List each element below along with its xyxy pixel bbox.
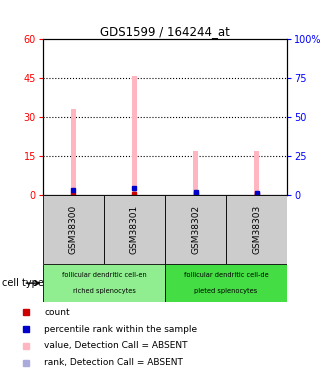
Text: percentile rank within the sample: percentile rank within the sample: [44, 324, 197, 334]
Text: value, Detection Call = ABSENT: value, Detection Call = ABSENT: [44, 341, 188, 350]
Text: GSM38302: GSM38302: [191, 205, 200, 254]
Text: rank, Detection Call = ABSENT: rank, Detection Call = ABSENT: [44, 358, 183, 368]
Text: GSM38300: GSM38300: [69, 205, 78, 254]
Bar: [72, 190, 75, 195]
Text: pleted splenocytes: pleted splenocytes: [194, 288, 258, 294]
Bar: [165, 195, 226, 264]
Bar: [43, 264, 165, 302]
Bar: [254, 151, 259, 195]
Bar: [165, 264, 287, 302]
Text: GSM38303: GSM38303: [252, 205, 261, 254]
Bar: [43, 195, 104, 264]
Bar: [194, 192, 197, 195]
Text: count: count: [44, 308, 70, 316]
Text: riched splenocytes: riched splenocytes: [73, 288, 135, 294]
Bar: [255, 192, 258, 195]
Bar: [193, 151, 198, 195]
Bar: [71, 110, 76, 195]
Text: cell type: cell type: [2, 278, 44, 288]
Text: follicular dendritic cell-en: follicular dendritic cell-en: [62, 272, 146, 278]
Text: GSM38301: GSM38301: [130, 205, 139, 254]
Bar: [226, 195, 287, 264]
Bar: [133, 187, 136, 195]
Bar: [104, 195, 165, 264]
Title: GDS1599 / 164244_at: GDS1599 / 164244_at: [100, 25, 230, 38]
Text: follicular dendritic cell-de: follicular dendritic cell-de: [184, 272, 268, 278]
Bar: [132, 76, 137, 195]
